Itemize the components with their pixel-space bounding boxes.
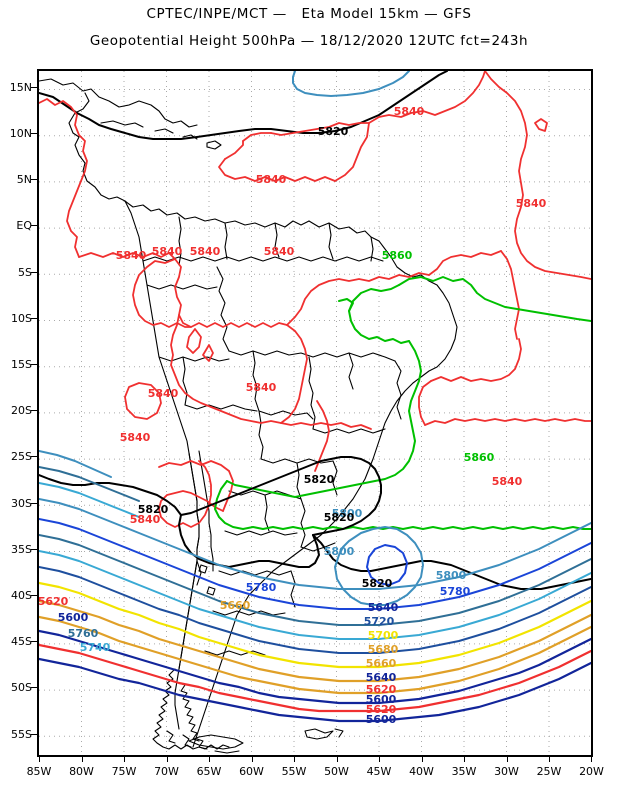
contour-5760-belt [39, 534, 591, 626]
x-tick-label: 65W [196, 765, 222, 778]
contour-label-5800: 5800 [324, 545, 355, 558]
x-tick-label: 80W [69, 765, 94, 778]
contour-5840-loops [124, 328, 214, 420]
x-tick-label: 85W [26, 765, 52, 778]
contour-label-5840: 5840 [492, 475, 523, 488]
contour-5840-south [158, 338, 591, 528]
contour-label-5800: 5800 [436, 569, 467, 582]
contour-5680-belt [39, 599, 591, 683]
page-subtitle: Geopotential Height 500hPa — 18/12/2020 … [89, 33, 529, 49]
contour-label-5860: 5860 [382, 249, 413, 262]
contour-5840-andes [78, 250, 520, 430]
x-tick-label: 35W [451, 765, 477, 778]
y-tick-label: 30S [11, 497, 32, 510]
contour-label-5620: 5620 [366, 683, 397, 696]
contour-map-plot: 5820 5840 5840 5840 5840 5840 5840 5840 … [37, 69, 593, 757]
contour-label-5620: 5620 [39, 595, 69, 608]
contour-5820-north [39, 71, 448, 140]
contour-label-5780: 5780 [440, 585, 471, 598]
x-tick-label: 50W [324, 765, 349, 778]
contour-label-5620: 5620 [366, 703, 397, 716]
coastlines [39, 78, 458, 754]
contour-label-5860: 5860 [464, 451, 495, 464]
contour-label-5820: 5820 [362, 577, 393, 590]
contour-label-5740: 5740 [80, 641, 111, 654]
contour-labels: 5820 5840 5840 5840 5840 5840 5840 5840 … [39, 105, 547, 726]
y-tick-label: 15S [11, 358, 32, 371]
y-tick-label: 15N [9, 81, 32, 94]
contour-label-5600: 5600 [58, 611, 89, 624]
contour-5820-south [39, 456, 591, 590]
contour-label-5640: 5640 [366, 671, 397, 684]
contour-5720-belt [39, 566, 591, 654]
y-tick-label: 40S [11, 589, 32, 602]
page-title: CPTEC/INPE/MCT — Eta Model 15km — GFS [146, 6, 472, 22]
y-tick-label: 5N [16, 173, 32, 186]
contour-label-5660: 5660 [366, 657, 397, 670]
contour-label-5820: 5820 [304, 473, 335, 486]
contour-label-5780: 5780 [246, 581, 277, 594]
contour-5620-belt [39, 643, 591, 713]
contour-label-5840: 5840 [256, 173, 287, 186]
contour-label-5840: 5840 [516, 197, 547, 210]
y-tick-label: 10S [11, 312, 32, 325]
y-tick-label: 55S [11, 728, 32, 741]
contour-label-5700: 5700 [368, 629, 399, 642]
contour-5800-belt [39, 498, 591, 590]
contour-label-5840: 5840 [246, 381, 277, 394]
y-tick-label: 45S [11, 635, 32, 648]
contour-label-5800: 5800 [332, 507, 363, 520]
contour-belt-upper-left [39, 450, 140, 518]
contour-5640-belt [39, 629, 591, 705]
contour-label-5840: 5840 [120, 431, 151, 444]
contour-5800-low [334, 526, 424, 606]
contour-5860 [214, 276, 591, 530]
contour-5700-belt [39, 581, 591, 669]
contour-5800-north [292, 71, 410, 97]
y-tick-label: 20S [11, 404, 32, 417]
x-tick-label: 25W [536, 765, 562, 778]
contour-label-5820: 5820 [138, 503, 169, 516]
x-tick-label: 45W [366, 765, 392, 778]
contour-label-5820: 5820 [324, 511, 355, 524]
x-tick-label: 70W [154, 765, 179, 778]
x-tick-label: 30W [494, 765, 519, 778]
y-tick-label: 5S [18, 266, 32, 279]
contour-label-5840: 5840 [148, 387, 179, 400]
contour-label-5720: 5720 [364, 615, 395, 628]
contour-label-5680: 5680 [368, 643, 399, 656]
map-canvas: 5820 5840 5840 5840 5840 5840 5840 5840 … [39, 71, 591, 755]
contour-label-5840: 5840 [152, 245, 183, 258]
y-tick-label: 25S [11, 450, 32, 463]
x-tick-label: 20W [579, 765, 604, 778]
y-tick-label: 50S [11, 681, 32, 694]
y-tick-label: 10N [9, 127, 32, 140]
contour-5740-belt [39, 550, 591, 640]
contour-label-5600: 5600 [366, 713, 397, 726]
x-tick-label: 60W [239, 765, 264, 778]
y-tick-label: EQ [16, 219, 32, 232]
contour-5780-low [366, 544, 408, 586]
x-tick-label: 40W [409, 765, 434, 778]
contour-label-5840: 5840 [116, 249, 147, 262]
contour-5840-tropical [39, 71, 591, 280]
contour-5600-belt [39, 657, 591, 723]
contour-label-5760: 5760 [68, 627, 99, 640]
contour-label-5840: 5840 [190, 245, 221, 258]
contour-label-5600: 5600 [366, 693, 397, 706]
y-tick-label: 35S [11, 543, 32, 556]
x-tick-label: 55W [281, 765, 307, 778]
contour-label-5660: 5660 [220, 599, 251, 612]
contour-label-5840: 5840 [264, 245, 295, 258]
contour-label-5840: 5840 [130, 513, 161, 526]
contour-label-5840: 5840 [394, 105, 425, 118]
contour-label-5640: 5640 [368, 601, 399, 614]
contour-5660-belt [39, 615, 591, 695]
x-tick-label: 75W [111, 765, 137, 778]
contour-label-5820: 5820 [318, 125, 349, 138]
contour-5780-belt [39, 518, 591, 610]
